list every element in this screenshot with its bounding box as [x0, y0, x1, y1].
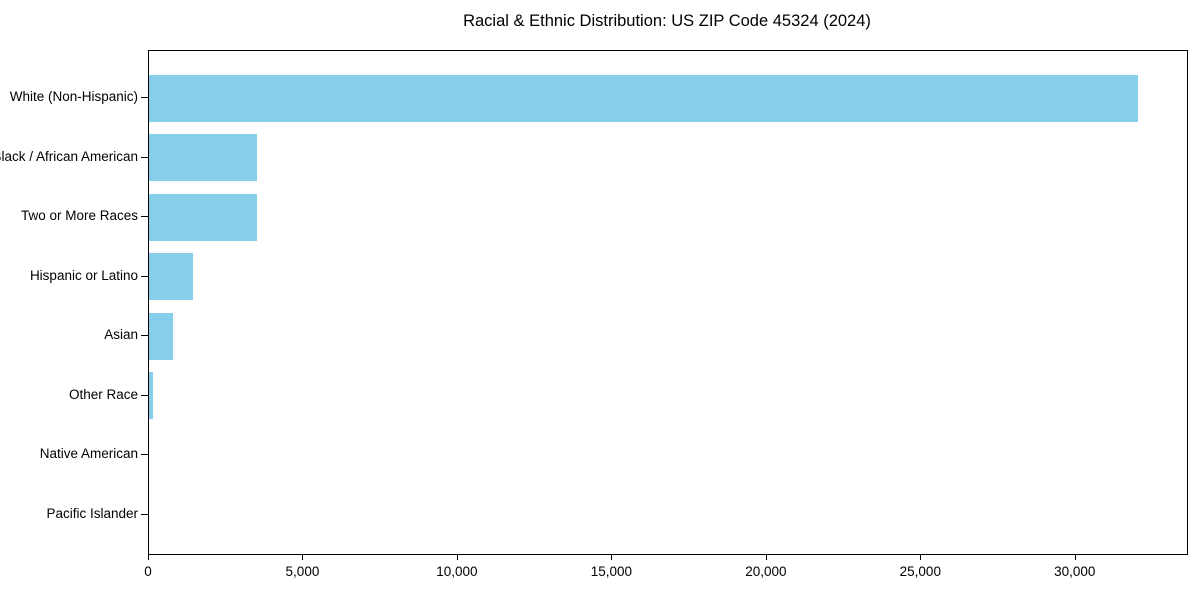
- x-tick-mark: [456, 554, 458, 560]
- bar-hispanic-or-latino: [149, 253, 194, 301]
- bar-black-african-american: [149, 134, 258, 182]
- y-tick-mark: [141, 335, 148, 337]
- x-tick-mark: [765, 554, 767, 560]
- plot-area: [148, 50, 1188, 555]
- bar-white-non-hispanic: [149, 74, 1138, 122]
- y-tick-mark: [141, 513, 148, 515]
- x-tick-mark: [148, 554, 149, 560]
- y-tick-label: Native American: [39, 446, 138, 462]
- x-tick-label: 0: [144, 564, 152, 579]
- y-tick-mark: [141, 454, 148, 456]
- y-tick-label: Two or More Races: [20, 208, 138, 224]
- y-tick-mark: [141, 275, 148, 277]
- x-tick-mark: [611, 554, 613, 560]
- x-tick-label: 20,000: [745, 564, 787, 579]
- x-tick-mark: [302, 554, 304, 560]
- y-tick-label: Hispanic or Latino: [29, 267, 138, 283]
- y-tick-label: Pacific Islander: [46, 505, 138, 521]
- x-tick-label: 25,000: [899, 564, 941, 579]
- x-tick-label: 5,000: [285, 564, 320, 579]
- chart-title: Racial & Ethnic Distribution: US ZIP Cod…: [463, 12, 871, 30]
- bar-other-race: [149, 372, 154, 420]
- y-tick-mark: [141, 394, 148, 396]
- x-tick-label: 15,000: [590, 564, 633, 579]
- x-tick-mark: [920, 554, 922, 560]
- y-tick-mark: [141, 216, 148, 218]
- y-tick-mark: [141, 97, 148, 98]
- x-tick-label: 30,000: [1054, 564, 1096, 579]
- y-tick-label: Asian: [104, 327, 138, 343]
- y-tick-label: Black / African American: [0, 148, 138, 164]
- y-tick-label: White (Non-Hispanic): [9, 89, 138, 104]
- bar-two-or-more-races: [149, 193, 257, 241]
- y-tick-label: Other Race: [68, 386, 138, 402]
- bar-asian: [149, 312, 173, 360]
- x-tick-mark: [1074, 554, 1076, 560]
- x-tick-label: 10,000: [436, 564, 478, 579]
- y-tick-mark: [141, 156, 148, 158]
